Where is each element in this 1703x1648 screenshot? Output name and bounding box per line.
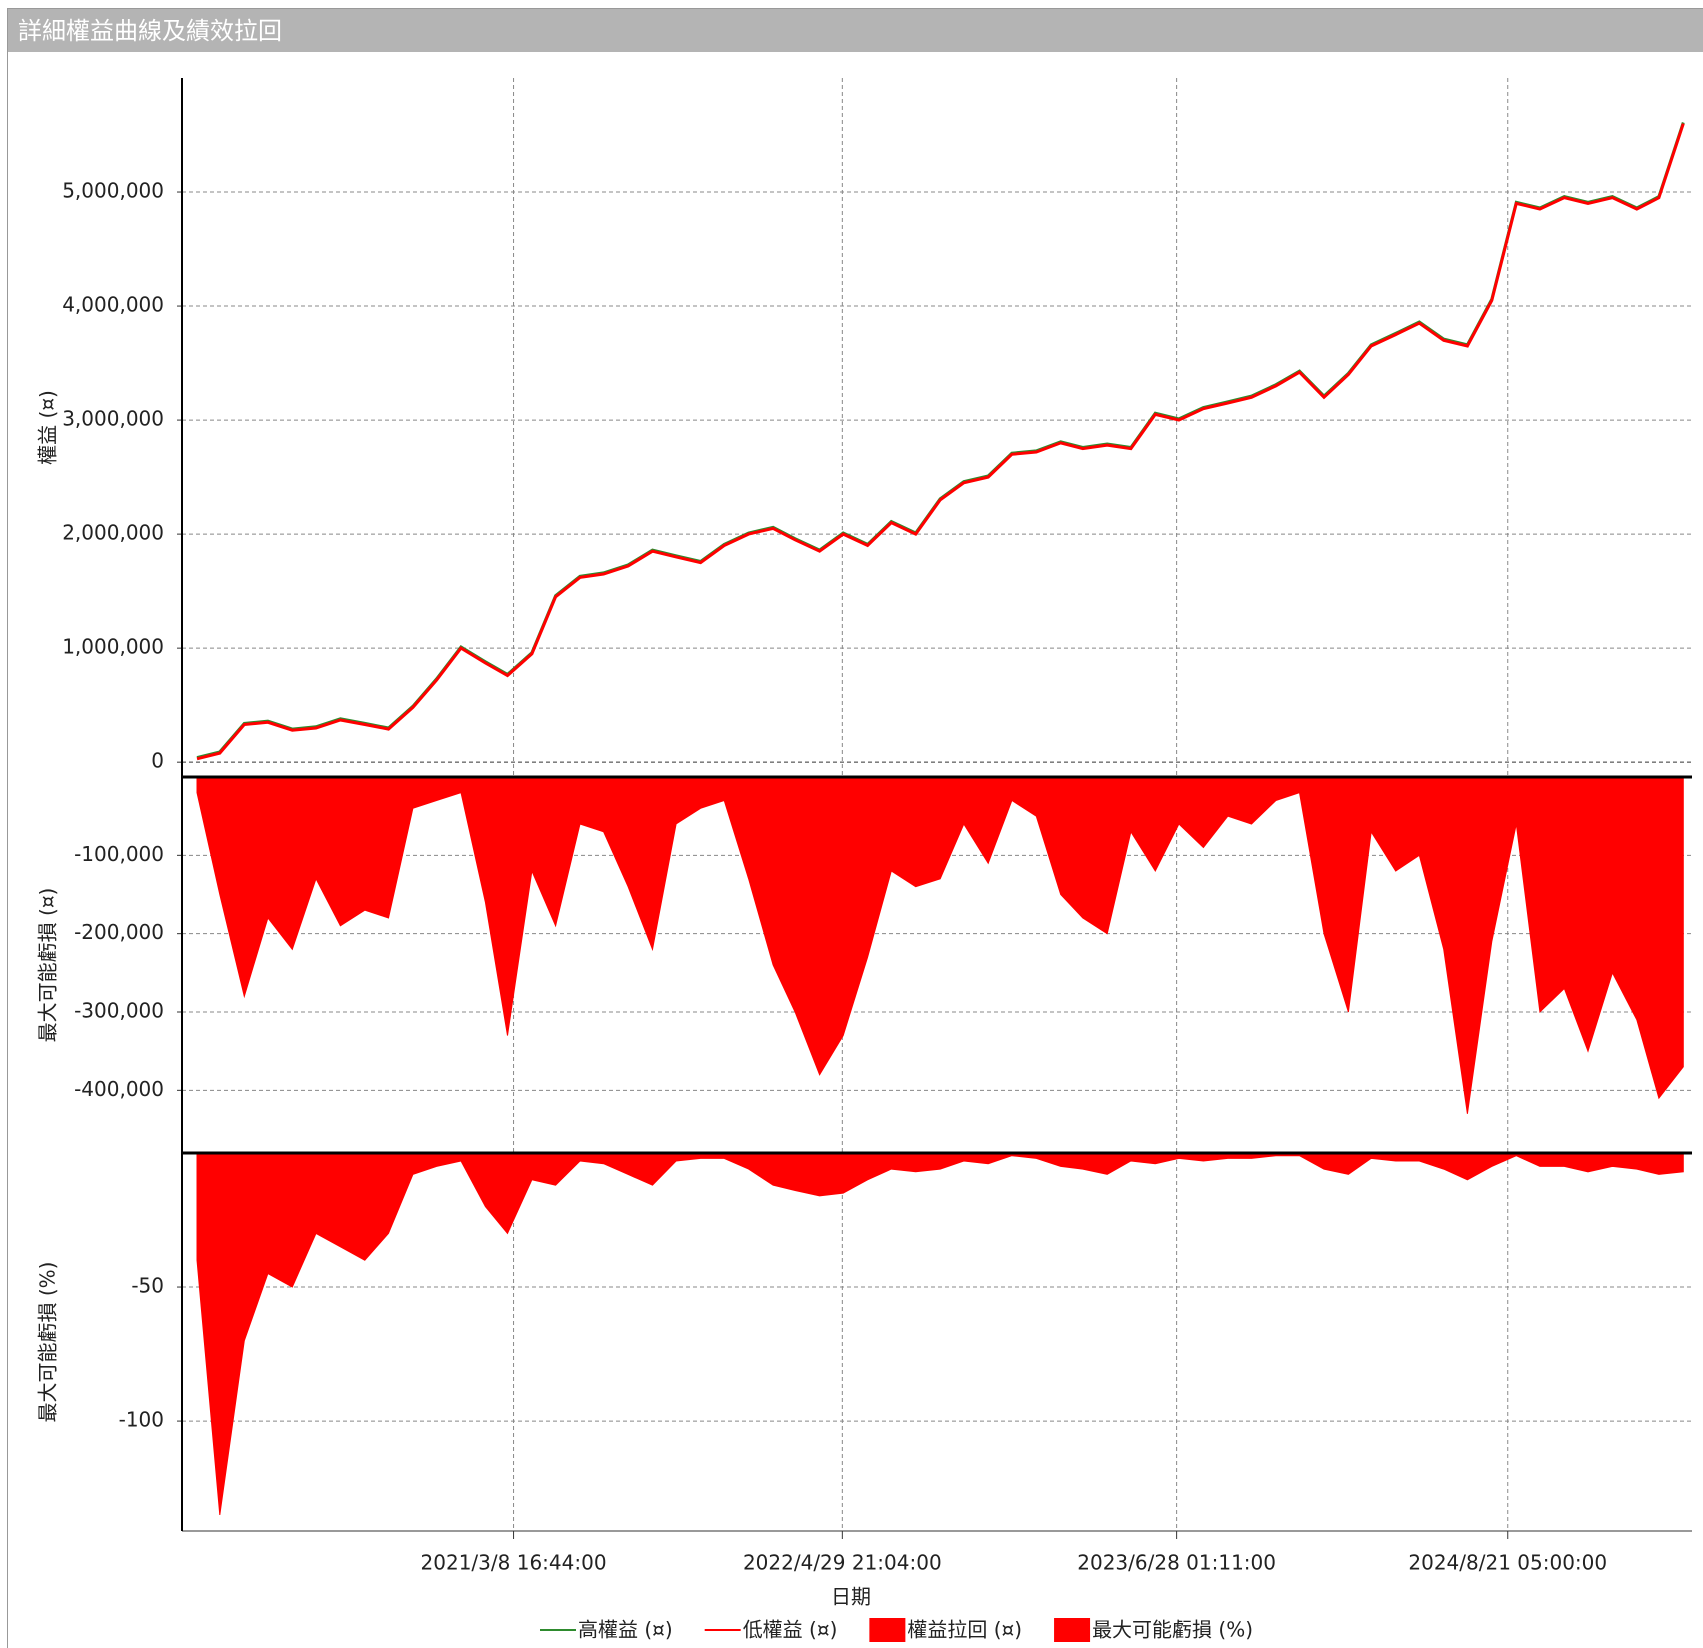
drawdown-area (196, 776, 1684, 1114)
legend-swatch (869, 1618, 906, 1642)
legend-label: 高權益 (¤) (578, 1618, 673, 1642)
drawdown-area (196, 1152, 1684, 1515)
y-tick-label: -100 (119, 1408, 164, 1432)
y-tick-label: -100,000 (74, 842, 164, 866)
y-axis-label: 最大可能虧損 (%) (36, 1262, 60, 1423)
y-axis-label: 權益 (¤) (36, 390, 60, 465)
y-tick-label: 2,000,000 (62, 521, 164, 545)
y-tick-label: -50 (131, 1274, 164, 1298)
y-tick-label: 4,000,000 (62, 293, 164, 317)
legend-label: 權益拉回 (¤) (907, 1618, 1022, 1642)
y-tick-label: 1,000,000 (62, 635, 164, 659)
legend-label: 低權益 (¤) (743, 1618, 838, 1642)
legend-label: 最大可能虧損 (%) (1092, 1618, 1253, 1642)
y-tick-label: 5,000,000 (62, 179, 164, 203)
y-axis-label: 最大可能虧損 (¤) (36, 888, 60, 1043)
x-tick-label: 2021/3/8 16:44:00 (421, 1551, 607, 1575)
y-tick-label: -300,000 (74, 999, 164, 1023)
window-border (7, 8, 8, 1648)
y-tick-label: -200,000 (74, 920, 164, 944)
legend-swatch (1054, 1618, 1091, 1642)
x-tick-label: 2022/4/29 21:04:00 (743, 1551, 942, 1575)
y-tick-label: 3,000,000 (62, 407, 164, 431)
x-tick-label: 2024/8/21 05:00:00 (1408, 1551, 1607, 1575)
equity-line (196, 122, 1685, 760)
y-tick-label: 0 (151, 749, 164, 773)
x-tick-label: 2023/6/28 01:11:00 (1077, 1551, 1276, 1575)
window-title: 詳細權益曲線及績效拉回 (8, 8, 1703, 52)
y-tick-label: -400,000 (74, 1077, 164, 1101)
equity-line (196, 123, 1685, 761)
x-axis-label: 日期 (831, 1585, 871, 1609)
